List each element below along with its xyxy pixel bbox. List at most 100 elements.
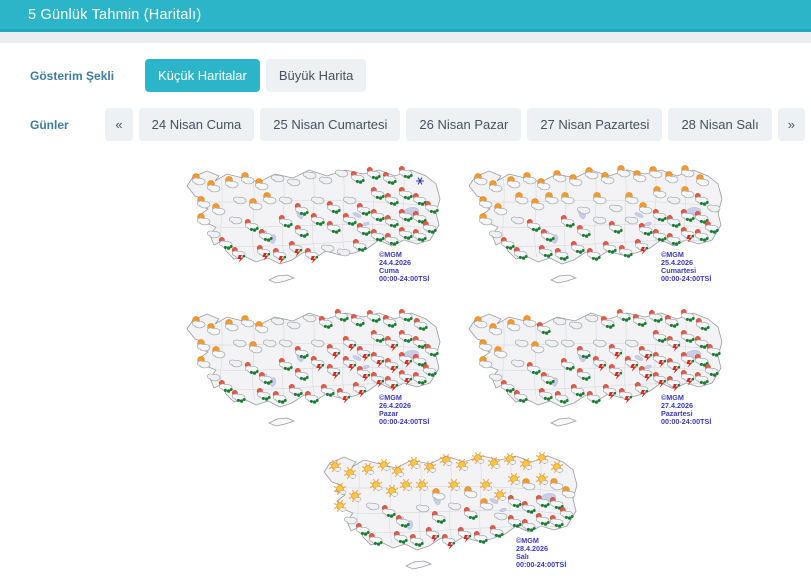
- weather-icon-sun-behind-cloud: [537, 178, 551, 191]
- weather-icon-thunderstorm: [608, 364, 623, 380]
- weather-icon-sun-behind-cloud: [515, 192, 529, 205]
- weather-icon-thunderstorm: [398, 370, 413, 386]
- map-date: 24.4.2026: [379, 258, 411, 267]
- map-date: 25.4.2026: [661, 258, 693, 267]
- weather-icon-rainy: [366, 310, 381, 323]
- weather-icon-sunny: [391, 464, 405, 478]
- weather-icon-cloudy: [593, 339, 607, 348]
- weather-icon-cloudy: [625, 216, 639, 225]
- map-day: Cumartesi: [661, 266, 696, 275]
- weather-icon-sunny: [493, 488, 507, 502]
- weather-icon-sun-behind-cloud: [681, 186, 695, 199]
- map-day: Salı: [516, 552, 529, 561]
- weather-icon-sun-behind-cloud: [212, 346, 226, 359]
- day-button-4[interactable]: 28 Nisan Salı: [668, 108, 772, 141]
- weather-icon-sunny: [361, 462, 375, 476]
- weather-icon-rainy: [526, 219, 541, 232]
- weather-icon-rainy: [694, 229, 709, 242]
- display-mode-row: Gösterim Şekli Küçük Haritalar Büyük Har…: [30, 59, 811, 92]
- weather-icon-cloudy: [553, 317, 567, 326]
- weather-icon-cloudy: [207, 373, 221, 382]
- weather-icon-rainy: [304, 391, 319, 404]
- weather-icon-sun-behind-cloud: [489, 180, 503, 193]
- weather-icon-cloudy: [545, 339, 559, 348]
- weather-icon-cloudy: [229, 359, 243, 368]
- forecast-map-cuma[interactable]: ©MGM 24.4.2026 Cuma 00:00-24:00TSİ: [173, 155, 443, 295]
- big-map-button[interactable]: Büyük Harita: [265, 59, 367, 92]
- weather-icon-rainy: [500, 380, 515, 393]
- weather-icon-cloudy: [577, 206, 591, 215]
- weather-icon-rainy: [507, 495, 522, 508]
- weather-icon-rainy: [370, 187, 385, 200]
- weather-icon-rainy: [538, 388, 553, 401]
- weather-icon-rainy: [412, 193, 427, 206]
- weather-icon-rainy: [540, 372, 555, 385]
- weather-icon-sun-behind-cloud: [197, 196, 211, 209]
- forecast-map-pazartesi[interactable]: ©MGM 27.4.2026 Pazartesi 00:00-24:00TSİ: [455, 298, 725, 438]
- weather-icon-sun-behind-cloud: [225, 319, 239, 332]
- day-button-0[interactable]: 24 Nisan Cuma: [138, 108, 255, 141]
- weather-icon-sunny: [423, 460, 437, 474]
- prev-day-button[interactable]: «: [105, 108, 133, 141]
- forecast-map-salı[interactable]: ©MGM 28.4.2026 Salı 00:00-24:00TSİ: [310, 441, 580, 581]
- map-date: 26.4.2026: [379, 401, 411, 410]
- map-copyright: ©MGM: [379, 393, 402, 402]
- weather-icon-thunderstorm: [638, 346, 653, 362]
- weather-icon-rainy: [398, 227, 413, 240]
- weather-icon-rainy: [706, 344, 721, 357]
- weather-icon-sunny: [503, 452, 517, 466]
- weather-icon-rainy: [218, 237, 233, 250]
- weather-icon-thunderstorm: [370, 352, 385, 368]
- weather-icon-sun-behind-cloud: [625, 192, 639, 205]
- weather-icon-rainy: [412, 211, 427, 224]
- weather-icon-thunderstorm: [336, 388, 351, 404]
- weather-icon-thunderstorm: [680, 370, 695, 386]
- forecast-maps-grid: ©MGM 24.4.2026 Cuma 00:00-24:00TSİ ©MGM 25.4.…: [173, 155, 729, 581]
- weather-icon-cloudy: [593, 216, 607, 225]
- weather-icon-thunderstorm: [680, 352, 695, 368]
- weather-icon-sunny: [479, 478, 493, 492]
- weather-icon-rainy: [694, 193, 709, 206]
- weather-icon-sun-behind-cloud: [255, 321, 269, 334]
- weather-icon-rainy: [294, 346, 309, 359]
- weather-icon-cloudy: [263, 339, 277, 348]
- weather-icon-rainy: [382, 315, 397, 328]
- weather-icon-rainy: [549, 515, 564, 528]
- weather-icon-thunderstorm: [398, 352, 413, 368]
- weather-icon-cloudy: [416, 504, 430, 513]
- weather-icon-sunny: [415, 478, 429, 492]
- cyprus-outline: [405, 560, 432, 570]
- weather-icon-sun-behind-cloud: [207, 180, 221, 193]
- weather-icon-rainy: [570, 241, 585, 254]
- weather-icon-thunderstorm: [352, 382, 367, 398]
- weather-icon-sun-behind-cloud: [225, 176, 239, 189]
- weather-icon-rainy: [393, 531, 408, 544]
- weather-icon-sunny: [519, 457, 533, 471]
- weather-icon-thunderstorm: [624, 356, 639, 372]
- day-button-1[interactable]: 25 Nisan Cumartesi: [260, 108, 401, 141]
- weather-icon-rainy: [350, 171, 365, 184]
- weather-icon-rainy: [294, 203, 309, 216]
- weather-icon-rainy: [409, 534, 424, 547]
- weather-icon-rainy: [554, 391, 569, 404]
- weather-icon-sun-behind-cloud: [639, 202, 653, 215]
- day-button-2[interactable]: 26 Nisan Pazar: [406, 108, 522, 141]
- weather-icon-rainy: [576, 346, 591, 359]
- weather-icon-rainy: [602, 241, 617, 254]
- weather-icon-rainy: [424, 201, 439, 214]
- forecast-map-cumartesi[interactable]: ©MGM 25.4.2026 Cumartesi 00:00-24:00TSİ: [455, 155, 725, 295]
- days-button-group: « 24 Nisan Cuma 25 Nisan Cumartesi 26 Ni…: [105, 108, 811, 141]
- weather-icon-rainy: [231, 390, 246, 403]
- weather-icon-cloudy: [287, 321, 301, 330]
- weather-icon-sun-behind-cloud: [255, 178, 269, 191]
- forecast-map-pazar[interactable]: ©MGM 26.4.2026 Pazar 00:00-24:00TSİ: [173, 298, 443, 438]
- weather-icon-cloudy: [335, 169, 349, 178]
- day-button-3[interactable]: 27 Nisan Pazartesi: [527, 108, 663, 141]
- small-maps-button[interactable]: Küçük Haritalar: [145, 59, 260, 92]
- weather-icon-thunderstorm: [342, 356, 357, 372]
- weather-icon-rainy: [398, 309, 413, 322]
- weather-icon-rainy: [244, 219, 259, 232]
- weather-icon-sunny: [377, 458, 391, 472]
- weather-icon-sun-behind-cloud: [207, 323, 221, 336]
- next-day-button[interactable]: »: [777, 108, 805, 141]
